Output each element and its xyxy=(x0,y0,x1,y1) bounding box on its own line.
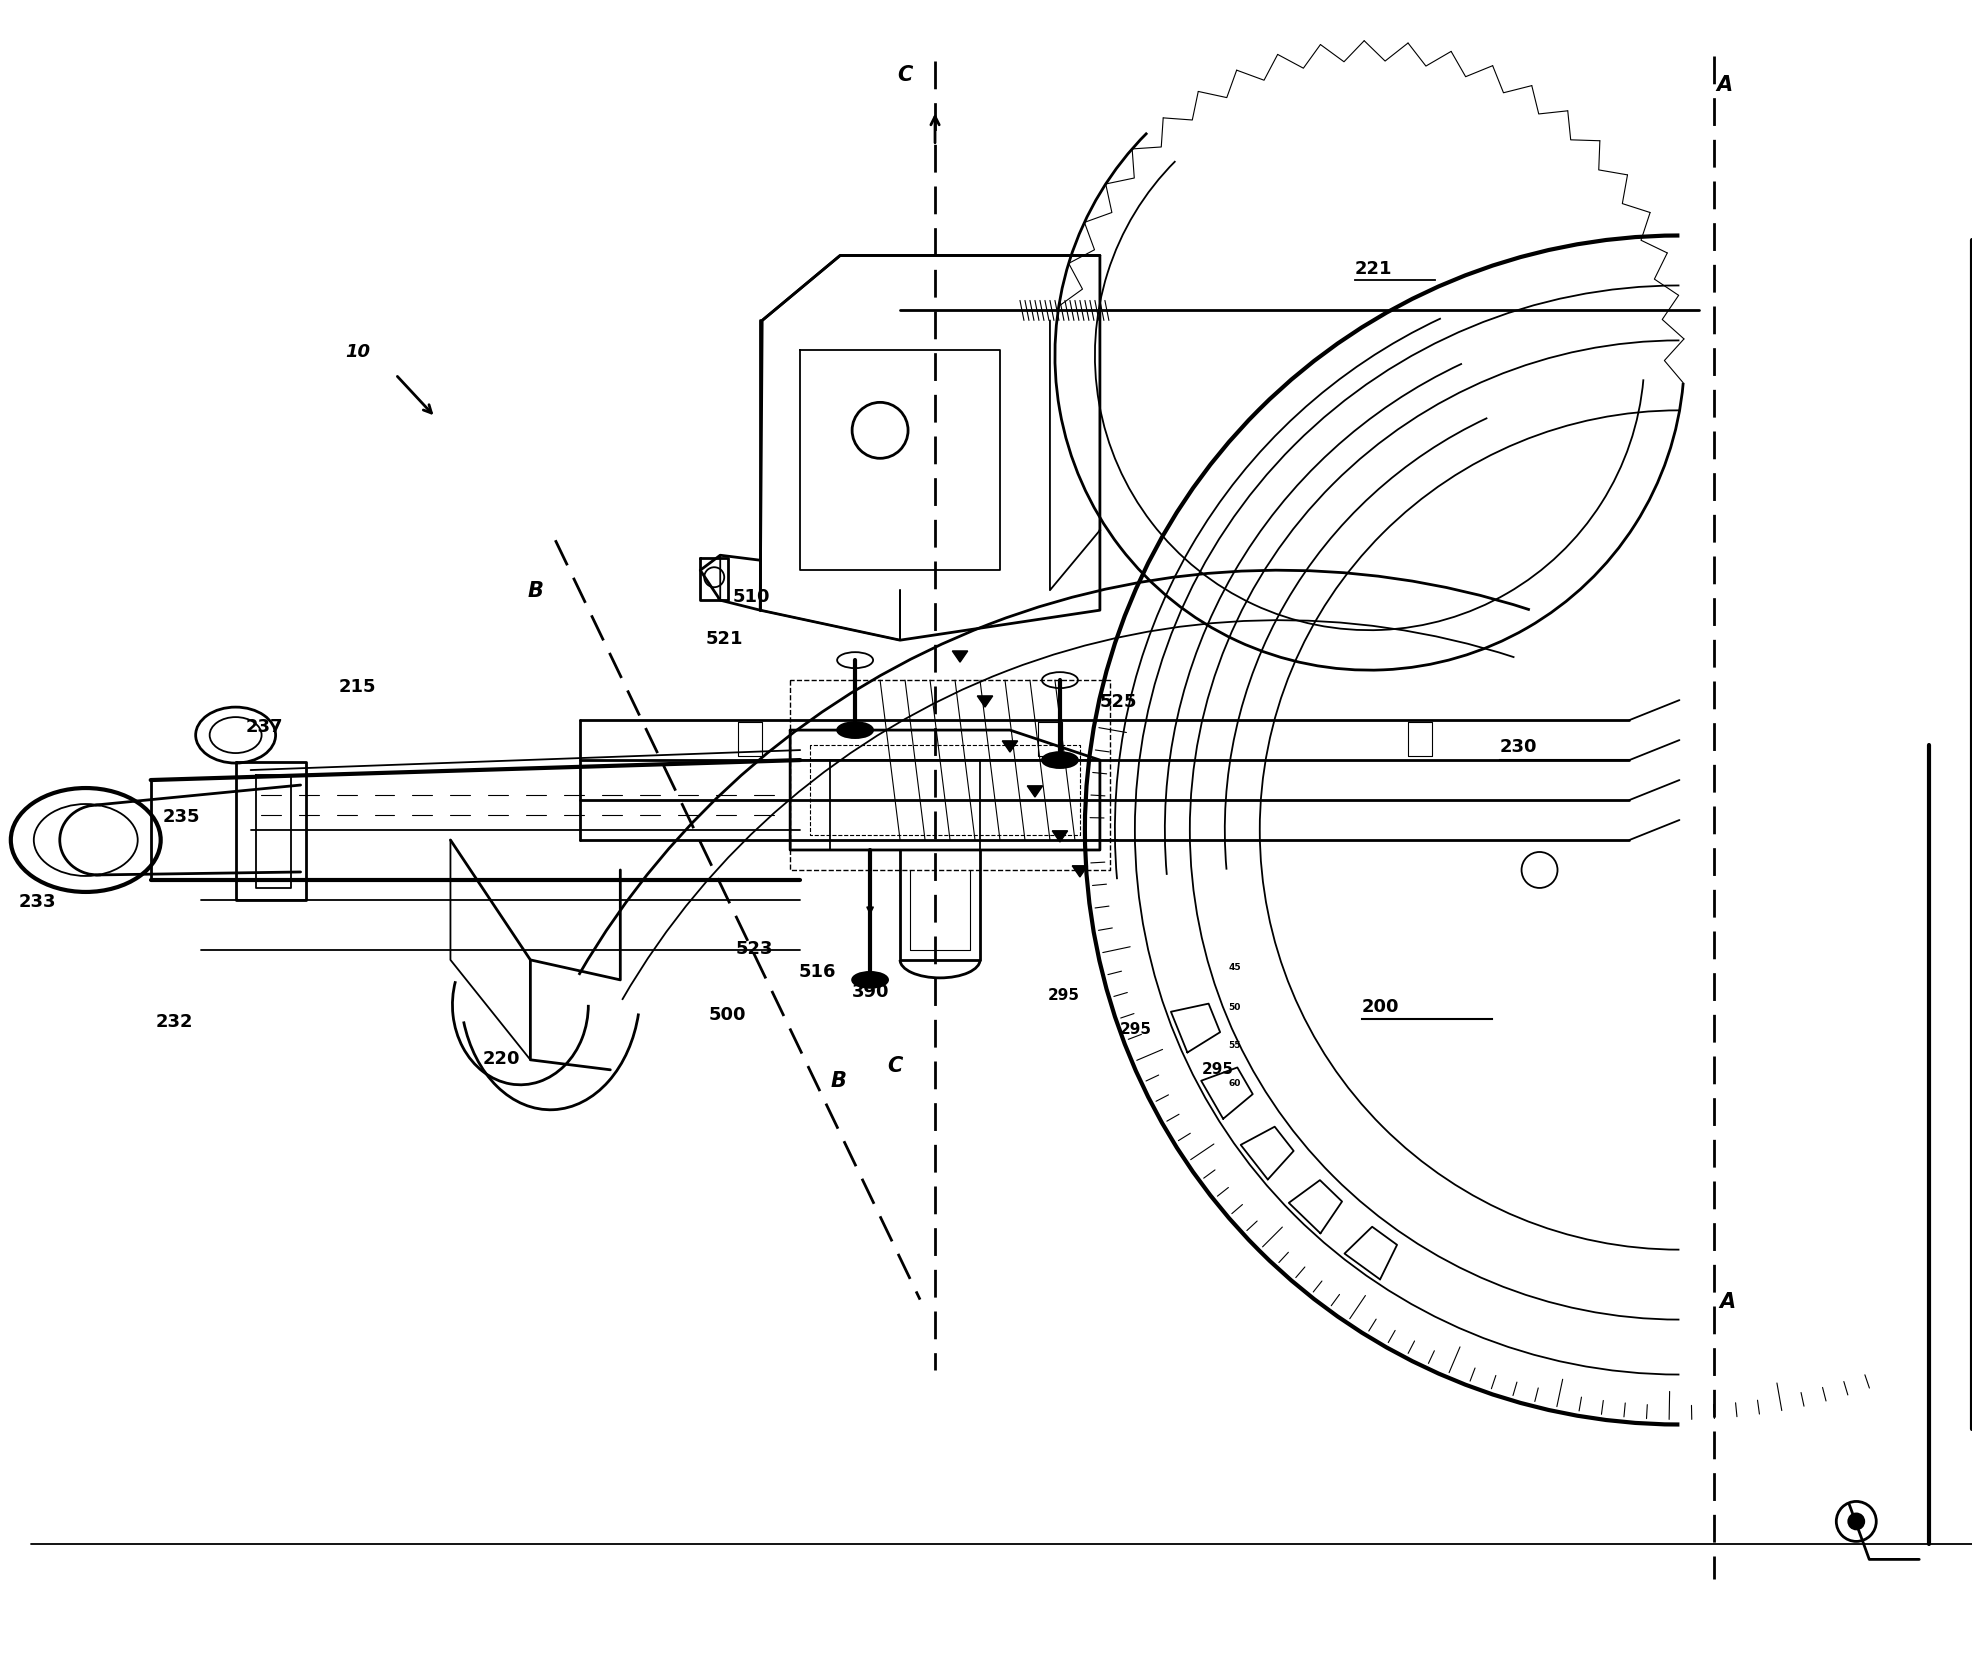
Text: 295: 295 xyxy=(1202,1062,1233,1077)
Text: 295: 295 xyxy=(1048,987,1079,1002)
Text: 510: 510 xyxy=(732,588,769,607)
Text: 521: 521 xyxy=(704,630,742,648)
Ellipse shape xyxy=(837,721,874,738)
Text: 516: 516 xyxy=(799,962,837,981)
Text: 215: 215 xyxy=(339,678,377,696)
Text: 220: 220 xyxy=(483,1050,521,1067)
Text: 50: 50 xyxy=(1229,1002,1241,1012)
Ellipse shape xyxy=(195,706,276,763)
Polygon shape xyxy=(1071,866,1087,878)
Ellipse shape xyxy=(34,804,138,876)
Ellipse shape xyxy=(10,788,160,892)
Text: A: A xyxy=(1717,75,1732,95)
Polygon shape xyxy=(953,652,967,661)
Text: 45: 45 xyxy=(1229,962,1241,972)
Text: 237: 237 xyxy=(245,718,282,736)
Polygon shape xyxy=(1028,786,1042,798)
Text: 295: 295 xyxy=(1121,1022,1152,1037)
Text: C: C xyxy=(888,1055,904,1075)
Text: 525: 525 xyxy=(1099,693,1136,711)
Text: B: B xyxy=(831,1070,846,1090)
Text: C: C xyxy=(898,65,913,85)
Text: 55: 55 xyxy=(1229,1040,1241,1050)
Polygon shape xyxy=(1052,831,1067,843)
Text: 60: 60 xyxy=(1229,1079,1241,1089)
Text: A: A xyxy=(1718,1291,1736,1311)
Polygon shape xyxy=(977,696,992,706)
Text: 221: 221 xyxy=(1355,261,1393,279)
Text: B: B xyxy=(527,582,543,602)
Ellipse shape xyxy=(837,652,874,668)
Ellipse shape xyxy=(209,716,262,753)
Text: 233: 233 xyxy=(20,892,57,911)
Text: 523: 523 xyxy=(736,941,773,957)
Circle shape xyxy=(1849,1514,1864,1529)
Text: 390: 390 xyxy=(852,982,890,1001)
Text: 10: 10 xyxy=(345,344,371,361)
Text: 200: 200 xyxy=(1361,997,1399,1015)
Text: 500: 500 xyxy=(708,1006,746,1024)
Text: 232: 232 xyxy=(156,1012,193,1030)
Text: 230: 230 xyxy=(1499,738,1537,756)
Ellipse shape xyxy=(1042,671,1077,688)
Text: 235: 235 xyxy=(162,808,199,826)
Ellipse shape xyxy=(1042,753,1077,768)
Polygon shape xyxy=(1002,741,1018,753)
Ellipse shape xyxy=(852,972,888,987)
